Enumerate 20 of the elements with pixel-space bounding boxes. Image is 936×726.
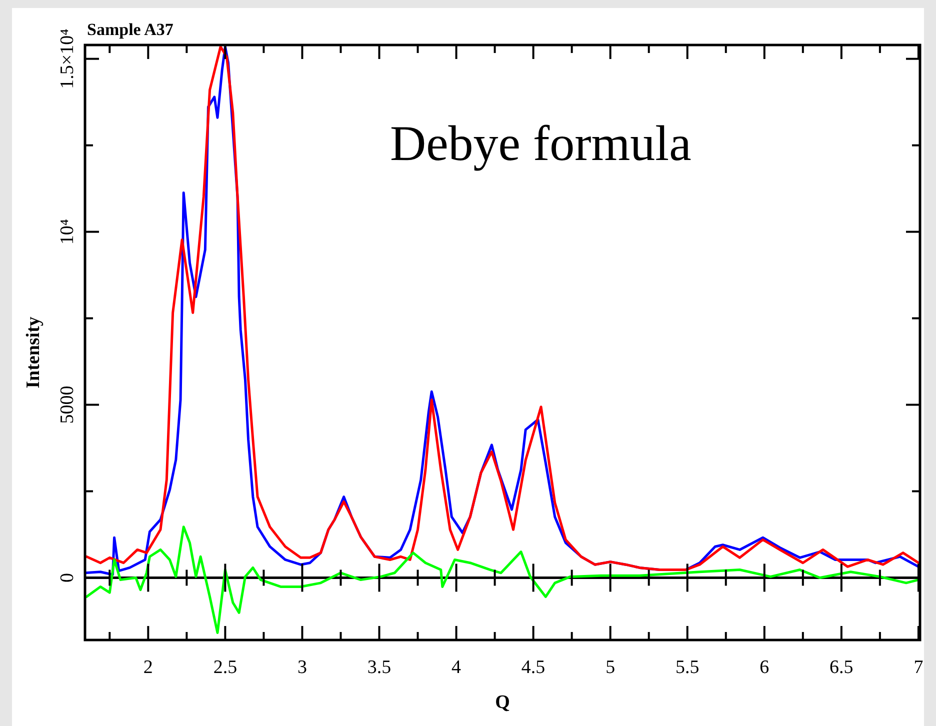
x-tick-label: 5 — [606, 657, 616, 678]
y-axis-title: Intensity — [23, 316, 44, 388]
chart-title: Sample A37 — [87, 20, 174, 39]
y-tick-label: 0 — [57, 572, 78, 582]
x-tick-label: 6 — [760, 657, 770, 678]
x-tick-label: 2.5 — [213, 657, 238, 678]
annotation: Debye formula — [390, 115, 692, 171]
x-tick-label: 7 — [914, 657, 924, 678]
y-tick-label: 10⁴ — [57, 218, 78, 245]
x-tick-label: 2 — [143, 657, 153, 678]
x-tick-label: 6.5 — [830, 657, 854, 678]
y-tick-label: 5000 — [57, 386, 78, 424]
x-tick-label: 4 — [452, 657, 462, 678]
x-tick-label: 4.5 — [521, 657, 546, 678]
line-series — [85, 526, 920, 634]
x-axis-title: Q — [495, 692, 510, 713]
x-tick-label: 3 — [297, 657, 307, 678]
y-tick-label: 1.5×10⁴ — [57, 28, 78, 89]
x-tick-label: 5.5 — [675, 657, 700, 678]
x-tick-label: 3.5 — [367, 657, 392, 678]
